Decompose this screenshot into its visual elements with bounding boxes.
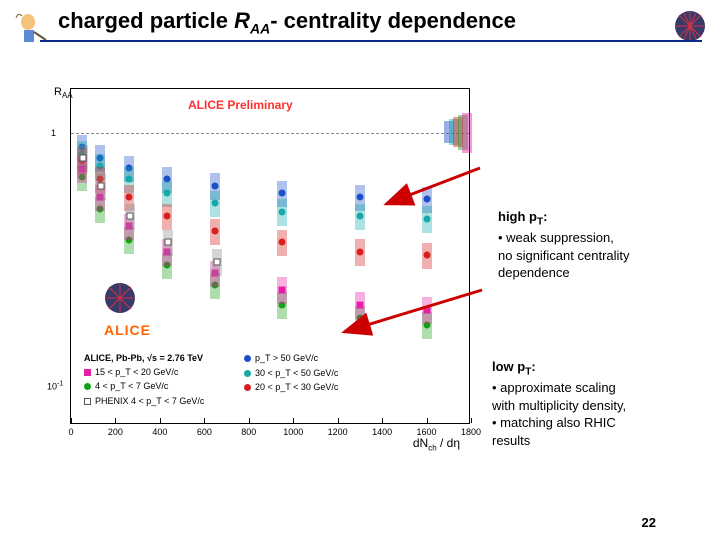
legend-row: p_T > 50 GeV/c <box>244 352 338 366</box>
legend-marker-icon <box>84 398 91 405</box>
legend-marker-icon <box>244 384 251 391</box>
norm-band <box>462 113 472 152</box>
data-point <box>212 228 219 235</box>
legend-row: 20 < p_T < 30 GeV/c <box>244 381 338 395</box>
x-tick: 800 <box>241 427 256 437</box>
data-point <box>279 239 286 246</box>
title-suffix: - centrality dependence <box>270 8 516 33</box>
legend-marker-icon <box>84 383 91 390</box>
legend-row: 4 < p_T < 7 GeV/c <box>84 380 204 394</box>
raa-chart: RAA ALICE Preliminary 020040060080010001… <box>8 68 478 456</box>
legend-row: PHENIX 4 < p_T < 7 GeV/c <box>84 395 204 409</box>
data-point <box>356 194 363 201</box>
legend-marker-icon <box>244 355 251 362</box>
y-tick: 10-1 <box>47 380 63 391</box>
legend-label: 4 < p_T < 7 GeV/c <box>95 380 168 394</box>
data-point <box>164 239 171 246</box>
legend-label: PHENIX 4 < p_T < 7 GeV/c <box>95 395 204 409</box>
legend-marker-icon <box>244 370 251 377</box>
legend-label: 20 < p_T < 30 GeV/c <box>255 381 338 395</box>
slide-title: charged particle RAA- centrality depende… <box>0 8 720 36</box>
unity-line <box>71 133 469 134</box>
data-point <box>163 213 170 220</box>
legend-label: p_T > 50 GeV/c <box>255 352 318 366</box>
x-tick: 600 <box>197 427 212 437</box>
data-point <box>163 190 170 197</box>
data-point <box>356 301 363 308</box>
title-raa-sub: AA <box>250 20 270 36</box>
title-bar: charged particle RAA- centrality depende… <box>0 8 720 44</box>
annotation-high-pt: high pT: • weak suppression, no signific… <box>498 208 630 282</box>
data-point <box>126 213 133 220</box>
data-point <box>279 208 286 215</box>
data-point <box>125 176 132 183</box>
data-point <box>98 182 105 189</box>
title-underline <box>40 40 702 42</box>
data-point <box>279 190 286 197</box>
data-point <box>125 194 132 201</box>
data-point <box>356 248 363 255</box>
data-point <box>212 200 219 207</box>
x-tick: 1800 <box>461 427 481 437</box>
data-point <box>423 215 430 222</box>
alice-cartoon-icon <box>12 10 56 44</box>
x-tick: 1200 <box>328 427 348 437</box>
data-point <box>356 213 363 220</box>
legend-left: ALICE, Pb-Pb, √s = 2.76 TeV15 < p_T < 20… <box>84 352 204 409</box>
page-number: 22 <box>642 515 656 530</box>
x-tick: 0 <box>68 427 73 437</box>
data-point <box>423 252 430 259</box>
legend-row: 30 < p_T < 50 GeV/c <box>244 367 338 381</box>
data-point <box>213 258 220 265</box>
legend-row: 15 < p_T < 20 GeV/c <box>84 366 204 380</box>
data-point <box>212 182 219 189</box>
x-axis-label: dNch / dη <box>413 436 460 452</box>
title-raa-r: R <box>234 8 250 33</box>
data-point <box>423 306 430 313</box>
legend-right: p_T > 50 GeV/c30 < p_T < 50 GeV/c20 < p_… <box>244 352 338 396</box>
x-tick: 400 <box>152 427 167 437</box>
alice-label: ALICE <box>104 322 151 338</box>
legend-marker-icon <box>84 369 91 376</box>
legend-label: 15 < p_T < 20 GeV/c <box>95 366 178 380</box>
data-point <box>423 195 430 202</box>
detector-icon <box>674 10 706 42</box>
data-point <box>80 154 87 161</box>
y-tick: 1 <box>51 128 56 138</box>
alice-detector-icon <box>104 282 136 314</box>
data-point <box>279 286 286 293</box>
x-tick: 1400 <box>372 427 392 437</box>
legend-label: 30 < p_T < 50 GeV/c <box>255 367 338 381</box>
legend-header: ALICE, Pb-Pb, √s = 2.76 TeV <box>84 352 204 366</box>
annotation-low-pt: low pT: • approximate scaling with multi… <box>492 358 626 449</box>
title-prefix: charged particle <box>58 8 234 33</box>
x-tick: 200 <box>108 427 123 437</box>
x-tick: 1000 <box>283 427 303 437</box>
